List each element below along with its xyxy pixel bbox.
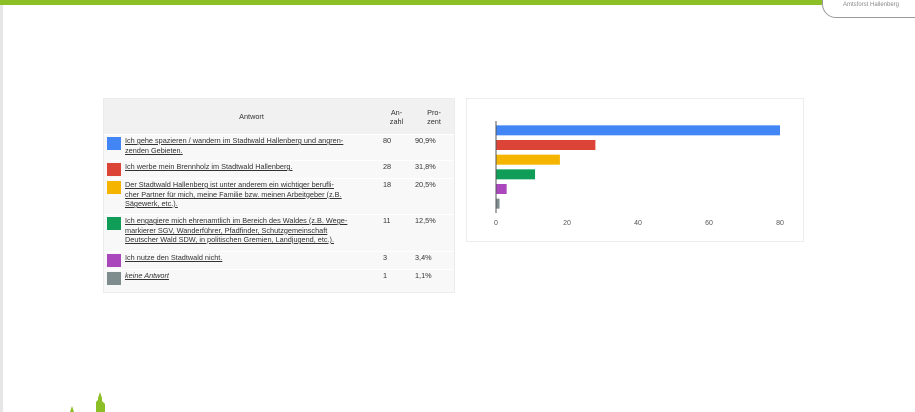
percent-cell: 20,5%	[414, 178, 454, 215]
answer-link[interactable]: keine Antwort	[125, 271, 169, 280]
percent-cell: 3,4%	[414, 251, 454, 270]
color-swatch	[107, 181, 121, 194]
bar	[496, 125, 780, 136]
answer-cell: keine Antwort	[124, 269, 379, 287]
left-edge-line	[0, 5, 3, 412]
top-accent-bar	[0, 0, 915, 5]
count-cell: 18	[379, 178, 414, 215]
color-swatch	[107, 254, 121, 267]
x-tick-label: 0	[494, 220, 498, 227]
answer-cell: Ich gehe spazieren / wandern im Stadtwal…	[124, 134, 379, 161]
answer-link[interactable]: Der Stadtwald Hallenberg ist unter ander…	[125, 180, 342, 208]
header-swatch	[104, 99, 124, 135]
color-swatch	[107, 217, 121, 230]
table-row: Ich gehe spazieren / wandern im Stadtwal…	[104, 134, 454, 161]
color-swatch	[107, 137, 121, 150]
header-answer: Antwort	[124, 99, 379, 135]
answer-cell: Der Stadtwald Hallenberg ist unter ander…	[124, 178, 379, 215]
color-swatch	[107, 272, 121, 285]
x-tick-label: 60	[705, 220, 713, 227]
header-percent: Pro-zent	[414, 99, 454, 135]
bar-chart-panel: 0 20 40 60 80	[466, 98, 804, 242]
bar-chart: 0 20 40 60 80	[494, 121, 784, 227]
x-tick-label: 80	[776, 220, 784, 227]
answer-link[interactable]: Ich werbe mein Brennholz im Stadtwald Ha…	[125, 162, 293, 171]
count-cell: 1	[379, 269, 414, 287]
bar	[496, 169, 536, 180]
table-row: Ich nutze den Stadtwald nicht. 3 3,4%	[104, 251, 454, 270]
results-table-panel: Antwort An-zahl Pro-zent Ich gehe spazie…	[103, 98, 455, 293]
table-row: Der Stadtwald Hallenberg ist unter ander…	[104, 178, 454, 215]
badge-text: Amtsforst Hallenberg	[843, 2, 900, 8]
answer-link[interactable]: Ich nutze den Stadtwald nicht.	[125, 253, 223, 262]
header-count: An-zahl	[379, 99, 414, 135]
table-row: Ich engagiere mich ehrenamtlich im Berei…	[104, 214, 454, 252]
answer-cell: Ich nutze den Stadtwald nicht.	[124, 251, 379, 270]
bar	[496, 140, 596, 150]
count-cell: 28	[379, 160, 414, 179]
corner-badge: Amtsforst Hallenberg	[822, 0, 915, 18]
bar	[496, 198, 500, 209]
results-table: Antwort An-zahl Pro-zent Ich gehe spazie…	[104, 99, 454, 287]
x-tick-label: 20	[563, 220, 571, 227]
color-swatch	[107, 163, 121, 176]
percent-cell: 90,9%	[414, 134, 454, 161]
table-row: Ich werbe mein Brennholz im Stadtwald Ha…	[104, 160, 454, 179]
x-tick-label: 40	[634, 220, 642, 227]
percent-cell: 31,8%	[414, 160, 454, 179]
count-cell: 80	[379, 134, 414, 161]
bar	[496, 154, 560, 165]
plant-logo-icon	[70, 392, 105, 412]
answer-link[interactable]: Ich gehe spazieren / wandern im Stadtwal…	[125, 136, 344, 155]
answer-link[interactable]: Ich engagiere mich ehrenamtlich im Berei…	[125, 216, 348, 244]
count-cell: 11	[379, 214, 414, 252]
count-cell: 3	[379, 251, 414, 270]
bar	[496, 184, 507, 194]
answer-cell: Ich werbe mein Brennholz im Stadtwald Ha…	[124, 160, 379, 179]
answer-cell: Ich engagiere mich ehrenamtlich im Berei…	[124, 214, 379, 252]
percent-cell: 1,1%	[414, 269, 454, 287]
table-row: keine Antwort 1 1,1%	[104, 269, 454, 287]
percent-cell: 12,5%	[414, 214, 454, 252]
table-header-row: Antwort An-zahl Pro-zent	[104, 99, 454, 135]
